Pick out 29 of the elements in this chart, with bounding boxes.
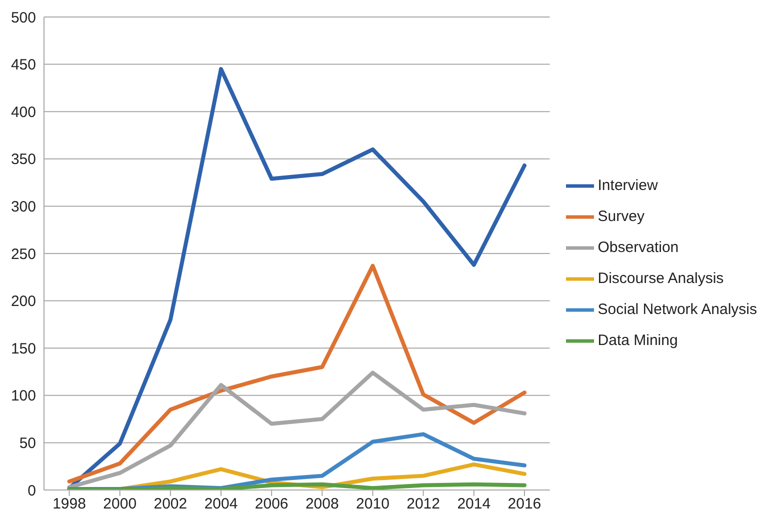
y-tick-label: 50 — [19, 435, 36, 452]
line-series — [67, 67, 526, 490]
y-tick-label: 450 — [10, 56, 36, 74]
legend-label: Observation — [598, 238, 679, 256]
y-tick-label: 400 — [10, 104, 36, 121]
y-tick-label: 250 — [10, 246, 36, 263]
y-tick-label: 0 — [28, 482, 36, 500]
legend-label: Social Network Analysis — [598, 300, 757, 318]
y-tick-label: 500 — [10, 9, 36, 26]
x-tick-label: 2000 — [103, 496, 137, 513]
y-tick-label: 150 — [10, 340, 36, 358]
x-tick-label: 2016 — [508, 496, 542, 513]
y-tick-label: 350 — [10, 151, 36, 168]
x-tick-label: 2002 — [154, 496, 188, 513]
x-tick-label: 2008 — [305, 496, 339, 513]
x-tick-label: 1998 — [52, 496, 86, 513]
x-tick-label: 2006 — [254, 496, 288, 513]
legend-label: Survey — [598, 208, 644, 224]
x-tick-label: 2004 — [204, 496, 238, 513]
line-series — [67, 264, 526, 484]
x-tick-label: 2010 — [356, 496, 390, 513]
legend-label: Data Mining — [598, 332, 678, 348]
legend-label: Interview — [598, 176, 658, 194]
x-tick-label: 2012 — [406, 496, 440, 513]
y-tick-label: 100 — [10, 388, 36, 405]
y-tick-label: 200 — [10, 293, 36, 310]
legend-label: Discourse Analysis — [598, 270, 724, 286]
y-tick-label: 300 — [10, 198, 36, 216]
x-tick-label: 2014 — [457, 496, 491, 513]
